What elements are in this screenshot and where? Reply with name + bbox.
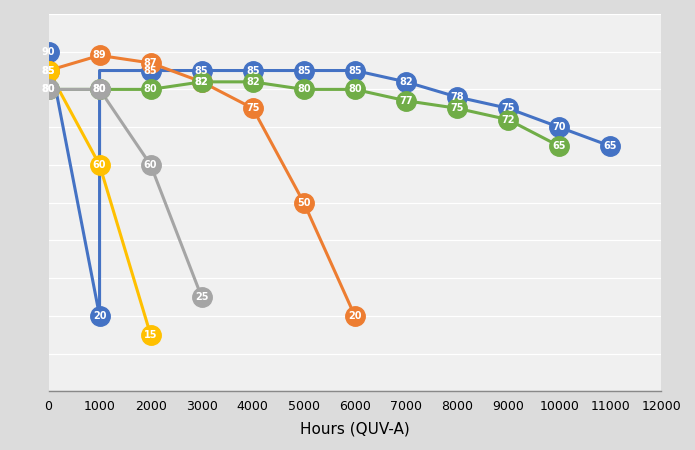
Text: 72: 72 — [501, 115, 515, 125]
Text: 25: 25 — [195, 292, 208, 302]
Text: 82: 82 — [399, 77, 413, 87]
Text: 85: 85 — [246, 66, 259, 76]
Text: 65: 65 — [603, 141, 617, 151]
Text: 75: 75 — [246, 104, 259, 113]
Text: 70: 70 — [553, 122, 566, 132]
Text: 82: 82 — [195, 77, 208, 87]
Text: 80: 80 — [297, 85, 311, 94]
Text: 75: 75 — [450, 104, 464, 113]
Text: 20: 20 — [93, 311, 106, 321]
Text: 82: 82 — [246, 77, 259, 87]
Text: 85: 85 — [42, 66, 56, 76]
Text: 60: 60 — [93, 160, 106, 170]
Text: 80: 80 — [92, 85, 106, 94]
Text: 50: 50 — [297, 198, 311, 207]
Text: 20: 20 — [348, 311, 361, 321]
Text: 85: 85 — [348, 66, 361, 76]
Text: 75: 75 — [501, 104, 515, 113]
Text: 80: 80 — [348, 85, 361, 94]
Text: 80: 80 — [92, 85, 106, 94]
Text: 77: 77 — [399, 96, 413, 106]
Text: 82: 82 — [195, 77, 208, 87]
Text: 80: 80 — [42, 85, 56, 94]
Text: 90: 90 — [42, 47, 55, 57]
X-axis label: Hours (QUV-A): Hours (QUV-A) — [300, 421, 410, 436]
Text: 15: 15 — [144, 330, 157, 340]
Text: 85: 85 — [144, 66, 158, 76]
Text: 65: 65 — [553, 141, 566, 151]
Text: 80: 80 — [144, 85, 158, 94]
Text: 87: 87 — [144, 58, 158, 68]
Text: 89: 89 — [92, 50, 106, 60]
Text: 78: 78 — [450, 92, 464, 102]
Text: 85: 85 — [297, 66, 311, 76]
Text: 85: 85 — [42, 66, 56, 76]
Text: 80: 80 — [42, 85, 56, 94]
Text: 60: 60 — [144, 160, 157, 170]
Text: 85: 85 — [195, 66, 208, 76]
